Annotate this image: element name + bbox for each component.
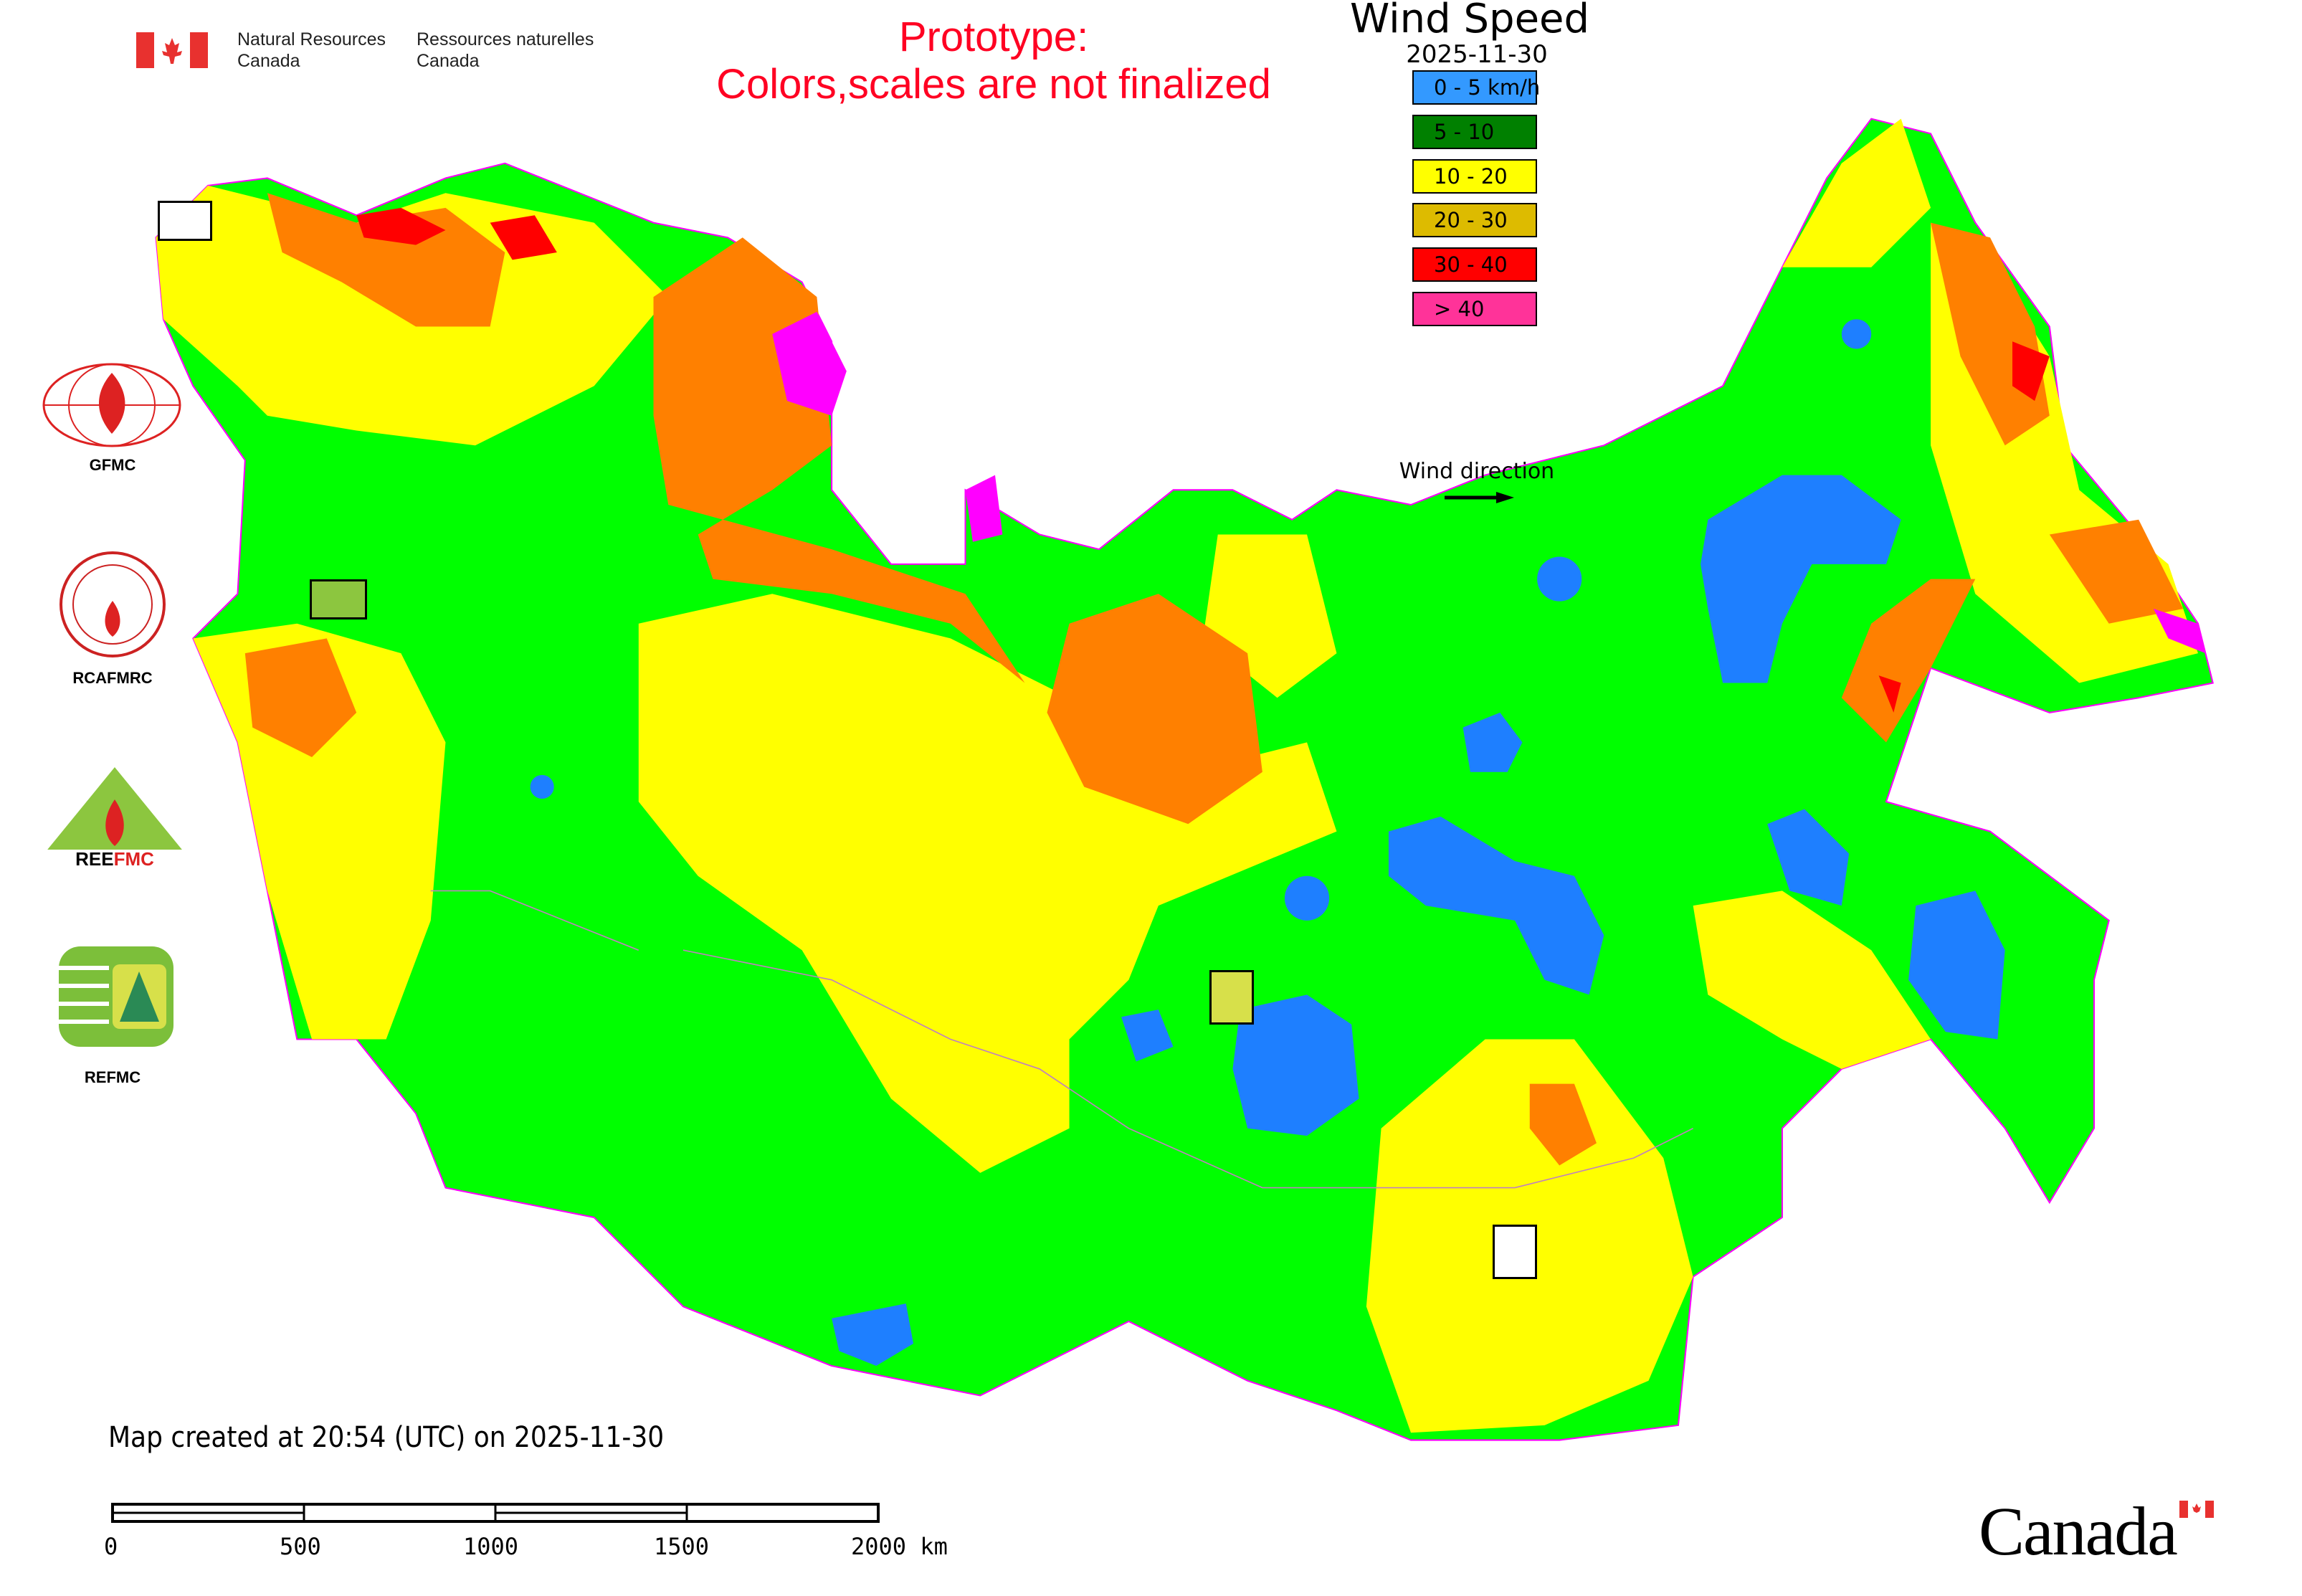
zone-calm-small-5: [1841, 319, 1872, 349]
zone-calm-small-1: [1462, 712, 1523, 772]
rcafmrc-logo: [59, 551, 166, 661]
zone-calm-yakutia: [1700, 475, 1901, 683]
zone-extreme-2: [965, 475, 1003, 542]
country-borders: [430, 890, 1694, 1189]
legend-item-30-40: 30 - 40: [1412, 247, 1537, 282]
canada-wordmark-flag-icon: [2179, 1501, 2214, 1521]
zone-chukotka: [1782, 118, 1931, 267]
legend-item-over-40: > 40: [1412, 292, 1537, 326]
refmc-label: REFMC: [84, 1068, 141, 1086]
zone-taymyr-orange: [1047, 594, 1262, 825]
map-created-timestamp: Map created at 20:54 (UTC) on 2025-11-30: [108, 1421, 665, 1454]
zone-calm-small-3: [832, 1303, 914, 1367]
nrcan-fr-line1: Ressources naturelles: [417, 29, 594, 49]
prototype-notice-line1: Prototype:: [898, 14, 1089, 60]
zone-calm-central: [1388, 816, 1604, 995]
scale-label-500: 500: [280, 1533, 321, 1560]
wind-direction-label: Wind direction: [1399, 459, 1555, 484]
scale-label-1500: 1500: [654, 1533, 710, 1560]
zone-calm-small-6: [1284, 875, 1330, 921]
wind-direction-arrow-icon: [1445, 490, 1516, 508]
reefmc-logo: REEFMC: [37, 764, 192, 874]
nrcan-french-name: Ressources naturelles Canada: [417, 29, 594, 72]
refmc-map-marker[interactable]: [1209, 970, 1254, 1025]
zone-okhotsk-orange: [1841, 579, 1976, 743]
zone-calm-small-8: [1537, 556, 1582, 602]
zone-north-orange: [267, 193, 505, 327]
zone-extreme-3: [2153, 608, 2206, 654]
legend-item-5-10: 5 - 10: [1412, 115, 1537, 149]
svg-text:REEFMC: REEFMC: [75, 848, 154, 870]
nrcan-english-name: Natural Resources Canada: [237, 29, 386, 72]
gfmc-map-marker[interactable]: [158, 201, 212, 241]
zone-west-orange: [244, 638, 357, 758]
zone-calm-sayan: [1232, 994, 1359, 1136]
zone-extreme-1: [772, 311, 847, 416]
reefmc-map-marker[interactable]: [310, 579, 367, 619]
canada-wordmark: Canada: [1979, 1493, 2178, 1569]
scale-label-0: 0: [104, 1533, 118, 1560]
gfmc-logo: [42, 362, 182, 451]
scale-bar: [111, 1503, 882, 1527]
zone-calm-small-2: [1767, 809, 1850, 906]
nrcan-en-line2: Canada: [237, 51, 300, 71]
zone-red-1: [356, 207, 446, 245]
zone-red-4: [1878, 675, 1901, 713]
zone-east-orange: [2049, 519, 2184, 624]
legend-item-20-30: 20 - 30: [1412, 203, 1537, 237]
legend-title: Wind Speed: [1349, 0, 1590, 42]
legend-item-0-5: 0 - 5 km/h: [1412, 70, 1540, 105]
nrcan-fr-line2: Canada: [417, 51, 480, 71]
rcafmrc-map-marker[interactable]: [1493, 1225, 1537, 1279]
scale-label-2000: 2000 km: [851, 1533, 948, 1560]
scale-label-1000: 1000: [463, 1533, 519, 1560]
zone-calm-amur: [1908, 890, 2005, 1040]
nrcan-en-line1: Natural Resources: [237, 29, 386, 49]
zone-kola-orange: [653, 237, 1025, 683]
strong-wind-zones: [244, 193, 2184, 1166]
legend-date: 2025-11-30: [1406, 40, 1548, 69]
zone-amur: [1693, 890, 1931, 1069]
canada-flag-logo: [136, 32, 208, 68]
prototype-notice-line2: Colors,scales are not finalized: [716, 61, 1271, 108]
calm-wind-zones: [530, 319, 2005, 1367]
legend-item-10-20: 10 - 20: [1412, 159, 1537, 194]
zone-red-2: [490, 215, 557, 260]
zone-calm-small-4: [1121, 1010, 1174, 1062]
zone-baikal-orange: [1529, 1083, 1597, 1166]
refmc-logo: [59, 946, 173, 1050]
gfmc-label: GFMC: [89, 456, 136, 474]
zone-central-asia: [638, 594, 1337, 1173]
very-strong-wind-zones: [356, 207, 2206, 713]
rcafmrc-label: RCAFMRC: [72, 669, 153, 687]
zone-red-3: [2012, 341, 2050, 402]
zone-calm-small-7: [530, 774, 554, 799]
